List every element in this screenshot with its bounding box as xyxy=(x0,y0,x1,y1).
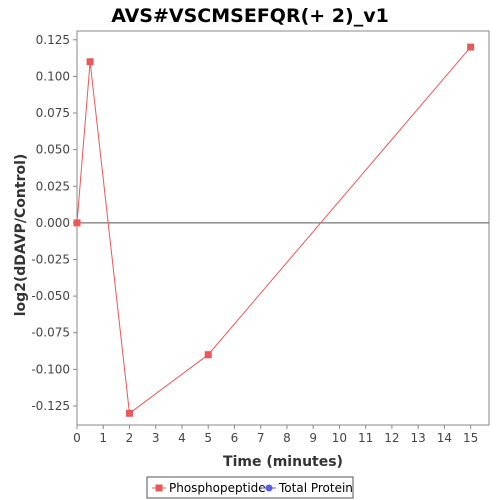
legend-marker-circle xyxy=(265,484,273,492)
legend: Phosphopeptide Total Protein xyxy=(146,476,354,499)
y-tick-label: 0.025 xyxy=(36,179,70,193)
plot-area xyxy=(76,30,490,426)
y-tick-label: -0.050 xyxy=(31,289,70,303)
x-tick-label: 6 xyxy=(231,431,239,445)
y-tick-label: 0.125 xyxy=(36,33,70,47)
x-tick-label: 13 xyxy=(411,431,426,445)
data-point xyxy=(125,409,133,417)
x-tick-label: 11 xyxy=(358,431,373,445)
data-point xyxy=(467,43,475,51)
legend-label: Phosphopeptide xyxy=(169,481,266,495)
x-tick-label: 14 xyxy=(437,431,452,445)
y-tick-label: 0.075 xyxy=(36,106,70,120)
legend-box xyxy=(146,476,354,499)
y-tick-label: -0.100 xyxy=(31,362,70,376)
x-tick-label: 15 xyxy=(463,431,478,445)
x-tick-label: 2 xyxy=(126,431,134,445)
data-point xyxy=(86,58,94,66)
y-axis-label: log2(dDAVP/Control) xyxy=(13,154,29,317)
x-tick-label: 7 xyxy=(257,431,265,445)
y-tick-label: 0.000 xyxy=(36,216,70,230)
legend-marker-square xyxy=(155,484,163,492)
series-layer xyxy=(73,43,475,417)
y-tick-label: 0.050 xyxy=(36,143,70,157)
x-tick-label: 3 xyxy=(152,431,160,445)
data-point xyxy=(204,351,212,359)
x-tick-label: 4 xyxy=(178,431,186,445)
y-tick-label: -0.075 xyxy=(31,326,70,340)
legend-label: Total Protein xyxy=(278,481,353,495)
x-tick-label: 0 xyxy=(73,431,81,445)
x-tick-label: 9 xyxy=(309,431,317,445)
y-tick-label: -0.025 xyxy=(31,252,70,266)
data-point xyxy=(73,219,81,227)
x-tick-label: 5 xyxy=(204,431,212,445)
x-tick-label: 12 xyxy=(384,431,399,445)
x-tick-label: 8 xyxy=(283,431,291,445)
x-tick-label: 1 xyxy=(99,431,107,445)
x-axis-ticks: 0 1 2 3 4 5 6 7 8 9 10 11 12 13 14 15 xyxy=(73,425,478,445)
y-tick-label: -0.125 xyxy=(31,399,70,413)
y-tick-label: 0.100 xyxy=(36,69,70,83)
x-axis-label: Time (minutes) xyxy=(223,454,343,470)
x-tick-label: 10 xyxy=(332,431,347,445)
chart-title: AVS#VSCMSEFQR(+ 2)_v1 xyxy=(111,5,389,27)
y-axis-ticks: 0.125 0.100 0.075 0.050 0.025 0.000 -0.025 -0.0… xyxy=(31,33,77,413)
